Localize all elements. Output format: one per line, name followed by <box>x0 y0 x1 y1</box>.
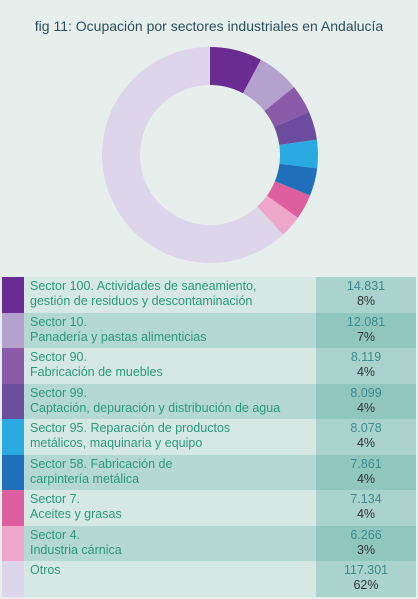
legend-label: Sector 95. Reparación de productos metál… <box>24 419 316 455</box>
legend-swatch <box>2 454 24 490</box>
legend-row: Sector 4. Industria cárnica 6.266 3% <box>2 525 416 561</box>
donut-chart <box>102 47 318 263</box>
legend-row: Otros 117.301 62% <box>2 561 416 597</box>
percentage-label: 3% <box>356 542 376 557</box>
value-cell: 8.099 4% <box>316 383 416 419</box>
value-cell: 6.266 3% <box>316 525 416 561</box>
legend-table: Sector 100. Actividades de saneamiento, … <box>2 277 416 597</box>
donut-slice <box>210 47 261 94</box>
value-label: 8.119 <box>350 350 382 364</box>
value-label: 6.266 <box>350 527 382 542</box>
legend-swatch <box>2 525 24 561</box>
percentage-label: 7% <box>356 329 376 344</box>
legend-row: Sector 100. Actividades de saneamiento, … <box>2 277 416 313</box>
legend-label: Otros <box>24 561 316 597</box>
value-cell: 7.134 4% <box>316 490 416 526</box>
value-label: 117.301 <box>343 563 389 577</box>
legend-swatch <box>2 419 24 455</box>
legend-label: Sector 10. Panadería y pastas alimentici… <box>24 312 316 348</box>
legend-swatch <box>2 561 24 597</box>
legend-row: Sector 58. Fabricación de carpintería me… <box>2 454 416 490</box>
value-label: 8.099 <box>350 385 382 400</box>
donut-slice <box>266 181 311 218</box>
value-cell: 8.078 4% <box>316 419 416 455</box>
legend-swatch <box>2 490 24 526</box>
legend-row: Sector 90. Fabricación de muebles 8.119 4% <box>2 348 416 384</box>
percentage-label: 4% <box>356 365 376 379</box>
value-label: 12.081 <box>346 314 386 329</box>
value-label: 7.134 <box>350 492 382 506</box>
legend-label: Sector 90. Fabricación de muebles <box>24 348 316 384</box>
percentage-label: 4% <box>356 471 376 486</box>
donut-slice <box>279 139 318 169</box>
value-cell: 7.861 4% <box>316 454 416 490</box>
donut-slice <box>257 195 298 235</box>
chart-title: fig 11: Ocupación por sectores industria… <box>34 18 384 34</box>
legend-swatch <box>2 312 24 348</box>
value-cell: 117.301 62% <box>316 561 416 597</box>
percentage-label: 8% <box>356 294 376 308</box>
legend-row: Sector 99. Captación, depuración y distr… <box>2 383 416 419</box>
donut-slice <box>264 87 310 128</box>
donut-slice <box>243 59 294 111</box>
percentage-label: 4% <box>356 507 376 521</box>
legend-label: Sector 7. Aceites y grasas <box>24 490 316 526</box>
value-cell: 8.119 4% <box>316 348 416 384</box>
legend-swatch <box>2 348 24 384</box>
donut-slice <box>274 163 318 196</box>
donut-slice <box>274 111 317 146</box>
legend-row: Sector 95. Reparación de productos metál… <box>2 419 416 455</box>
legend-swatch <box>2 383 24 419</box>
donut-slice <box>102 47 283 263</box>
legend-label: Sector 58. Fabricación de carpintería me… <box>24 454 316 490</box>
value-label: 7.861 <box>350 456 382 471</box>
legend-row: Sector 7. Aceites y grasas 7.134 4% <box>2 490 416 526</box>
value-cell: 14.831 8% <box>316 277 416 313</box>
legend-swatch <box>2 277 24 313</box>
legend-label: Sector 100. Actividades de saneamiento, … <box>24 277 316 313</box>
value-label: 8.078 <box>350 421 382 435</box>
legend-row: Sector 10. Panadería y pastas alimentici… <box>2 312 416 348</box>
percentage-label: 4% <box>356 400 376 415</box>
percentage-label: 4% <box>356 436 376 450</box>
legend-label: Sector 99. Captación, depuración y distr… <box>24 383 316 419</box>
legend-label: Sector 4. Industria cárnica <box>24 525 316 561</box>
percentage-label: 62% <box>353 578 379 592</box>
value-cell: 12.081 7% <box>316 312 416 348</box>
value-label: 14.831 <box>346 279 386 293</box>
